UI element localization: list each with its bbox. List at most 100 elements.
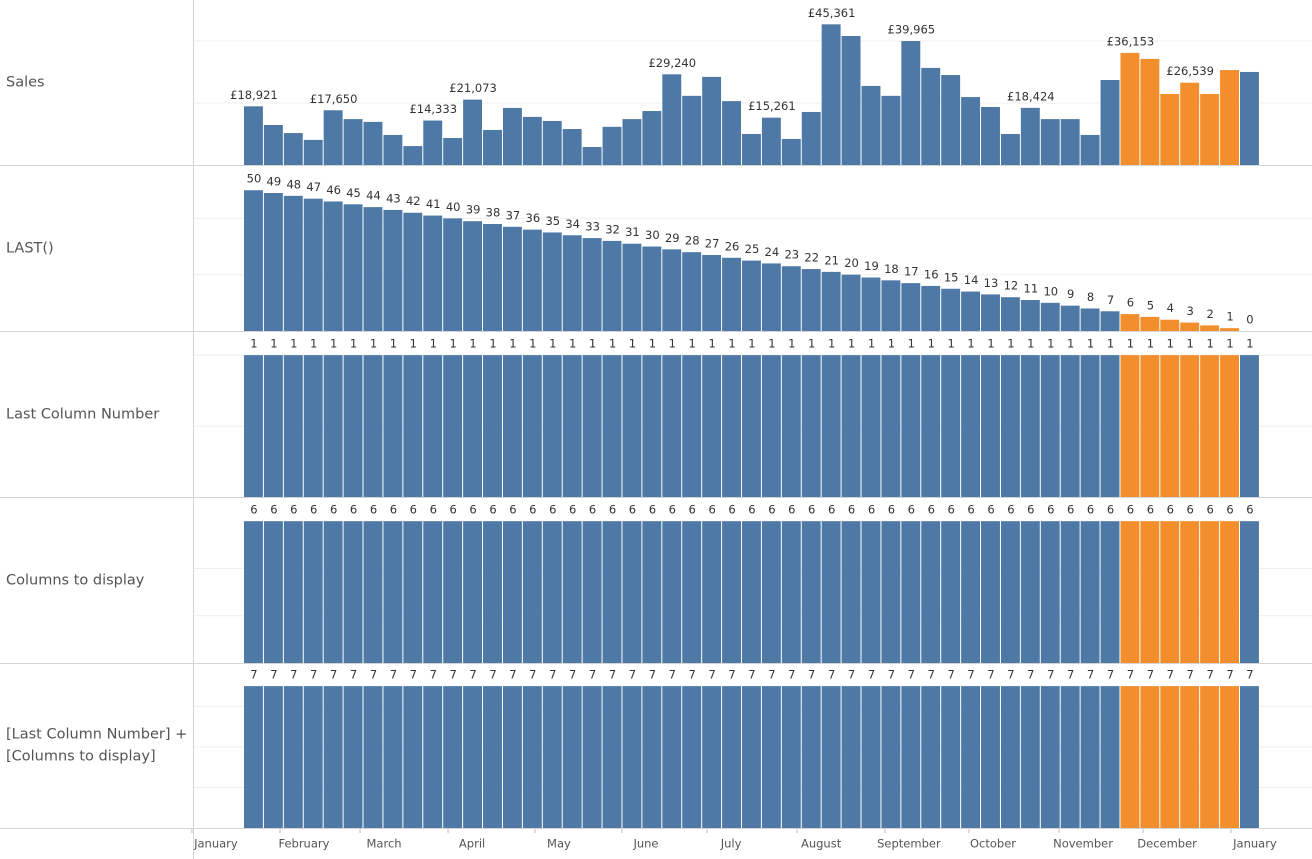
value-label: £21,073 <box>449 81 497 95</box>
value-label: 35 <box>545 214 560 228</box>
bar <box>921 355 941 497</box>
bar <box>1060 305 1080 331</box>
bar <box>1200 325 1220 331</box>
value-label: 1 <box>549 337 556 351</box>
value-label: 45 <box>346 186 361 200</box>
bar <box>383 355 403 497</box>
bar <box>562 521 582 663</box>
bar <box>941 288 961 331</box>
bar <box>283 686 303 828</box>
bar <box>343 119 363 165</box>
value-label: 6 <box>1127 503 1134 517</box>
value-label: 6 <box>529 503 536 517</box>
bar <box>1160 521 1180 663</box>
value-label: 1 <box>609 337 616 351</box>
bar <box>244 106 263 165</box>
value-label: 49 <box>267 175 282 189</box>
value-label: 1 <box>689 337 696 351</box>
bar <box>841 274 861 331</box>
bar <box>244 190 263 331</box>
bar <box>483 521 502 663</box>
bar <box>1120 52 1140 165</box>
bar <box>403 146 423 165</box>
bar <box>1180 355 1200 497</box>
bar <box>542 355 562 497</box>
bar <box>622 243 642 331</box>
bar <box>682 521 702 663</box>
x-tick-label: August <box>801 837 842 851</box>
bar <box>1100 521 1120 663</box>
bar <box>423 355 443 497</box>
value-label: 7 <box>649 668 656 682</box>
value-label: 7 <box>868 668 875 682</box>
bar <box>1140 58 1160 165</box>
bar <box>821 686 841 828</box>
value-label: 1 <box>868 337 875 351</box>
row-label: [Last Column Number] + <box>6 727 187 743</box>
value-label: 6 <box>1067 503 1074 517</box>
bar <box>881 521 901 663</box>
bar <box>682 686 702 828</box>
bar <box>363 521 383 663</box>
value-label: 40 <box>446 200 461 214</box>
bar <box>901 283 921 331</box>
value-label: 1 <box>828 337 835 351</box>
value-label: 6 <box>1246 503 1253 517</box>
bar <box>901 521 921 663</box>
bar <box>801 111 821 165</box>
bar <box>1200 521 1220 663</box>
bar <box>1120 355 1140 497</box>
value-label: 6 <box>768 503 775 517</box>
value-label: 7 <box>768 668 775 682</box>
bar <box>522 521 542 663</box>
bar <box>742 133 761 165</box>
value-label: 1 <box>290 337 297 351</box>
bar <box>781 686 801 828</box>
value-label: 7 <box>1027 668 1034 682</box>
bar <box>841 355 861 497</box>
bar <box>1140 686 1160 828</box>
value-label: 1 <box>330 337 337 351</box>
value-label: 6 <box>947 503 954 517</box>
bar <box>602 126 622 165</box>
value-label: 5 <box>1147 298 1154 312</box>
value-label: £14,333 <box>409 102 457 116</box>
bar <box>463 99 483 165</box>
value-label: 7 <box>1187 668 1194 682</box>
value-label: 6 <box>848 503 855 517</box>
value-label: 7 <box>250 668 257 682</box>
bar <box>682 252 702 331</box>
bar <box>602 521 622 663</box>
value-label: 39 <box>466 203 481 217</box>
bar <box>283 195 303 331</box>
bar <box>542 232 562 331</box>
bar <box>761 686 781 828</box>
value-label: 1 <box>449 337 456 351</box>
value-label: 6 <box>788 503 795 517</box>
value-label: 1 <box>967 337 974 351</box>
value-label: 1 <box>848 337 855 351</box>
bar <box>961 686 981 828</box>
bar <box>881 280 901 331</box>
value-label: 6 <box>430 503 437 517</box>
bar <box>761 117 781 165</box>
bar <box>502 355 522 497</box>
bar <box>323 686 343 828</box>
bar <box>981 294 1000 331</box>
bar <box>1000 355 1020 497</box>
bar <box>622 355 642 497</box>
bar <box>403 686 423 828</box>
value-label: 7 <box>290 668 297 682</box>
value-label: £18,921 <box>230 88 278 102</box>
x-tick-label: March <box>367 837 402 851</box>
value-label: 6 <box>250 503 257 517</box>
value-label: 1 <box>1087 337 1094 351</box>
value-label: 1 <box>589 337 596 351</box>
value-label: 25 <box>745 242 760 256</box>
bar <box>921 686 941 828</box>
x-tick-label: December <box>1137 837 1197 851</box>
value-label: 6 <box>908 503 915 517</box>
value-label: 7 <box>270 668 277 682</box>
value-label: 6 <box>728 503 735 517</box>
bar <box>742 686 761 828</box>
